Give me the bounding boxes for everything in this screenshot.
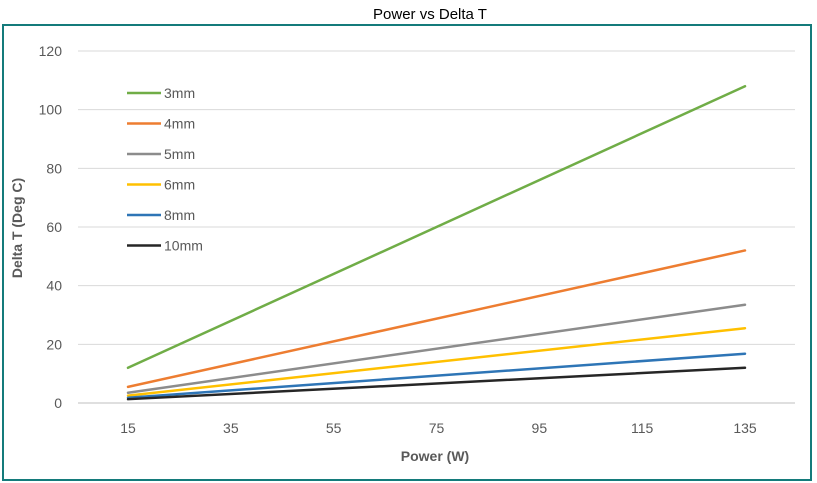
y-axis-title: Delta T (Deg C) (9, 178, 25, 278)
series-line-3mm (126, 84, 747, 370)
x-tick-label: 135 (733, 420, 757, 436)
legend: 3mm 4mm 5mm 6mm 8mm 10mm (127, 85, 203, 254)
y-tick-label: 0 (54, 395, 62, 411)
x-tick-label: 75 (429, 420, 445, 436)
y-tick-label: 100 (39, 102, 63, 118)
series-line-6mm (126, 326, 747, 397)
chart-frame (2, 24, 812, 481)
legend-label-10mm: 10mm (164, 238, 203, 254)
x-tick-label: 35 (223, 420, 239, 436)
y-tick-label: 120 (39, 43, 63, 59)
y-tick-label: 80 (46, 160, 62, 176)
series-line-4mm (126, 249, 747, 389)
x-tick-label: 55 (326, 420, 342, 436)
y-tick-label: 20 (46, 336, 62, 352)
series-line-8mm (126, 352, 747, 399)
series-lines (126, 84, 747, 401)
chart-title: Power vs Delta T (373, 6, 487, 23)
x-tick-label: 115 (631, 420, 654, 436)
legend-label-8mm: 8mm (164, 207, 195, 223)
axes: 0 20 40 60 80 100 120 15 35 55 75 95 115 135 (39, 43, 795, 436)
series-line-10mm (126, 366, 747, 401)
x-tick-label: 95 (532, 420, 548, 436)
series-line-5mm (126, 303, 747, 394)
x-tick-label: 15 (120, 420, 136, 436)
y-tick-label: 40 (46, 278, 62, 294)
legend-label-6mm: 6mm (164, 177, 195, 193)
legend-label-4mm: 4mm (164, 116, 195, 132)
x-axis-title: Power (W) (401, 448, 469, 464)
legend-label-3mm: 3mm (164, 85, 195, 101)
legend-label-5mm: 5mm (164, 146, 195, 162)
y-tick-label: 60 (46, 219, 62, 235)
